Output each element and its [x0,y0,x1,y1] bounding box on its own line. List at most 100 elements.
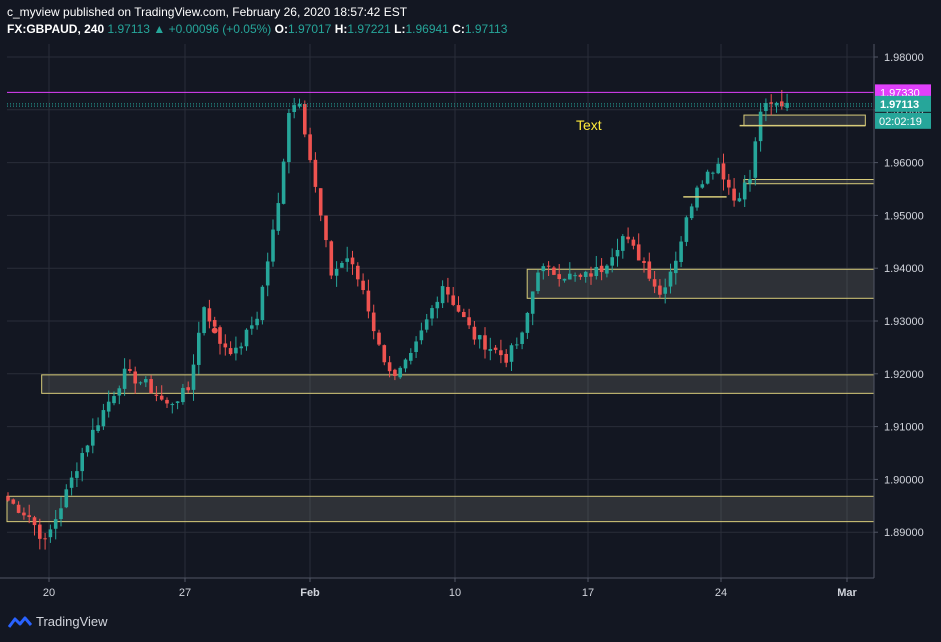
candle-body [334,268,339,276]
candle-body [53,519,58,529]
candle-body [631,239,636,246]
candle-body [382,345,387,363]
time-tick-label: 20 [43,587,55,599]
time-axis[interactable]: 20 27 Feb 10 17 24 Mar [0,577,874,599]
candle-body [424,319,429,330]
last-price: 1.97113 [107,22,150,36]
candle-body [197,332,201,365]
signal-marker-dot[interactable] [211,327,218,334]
candle-body [144,379,148,383]
price-tick-label: 1.91000 [884,422,924,434]
candle-body [578,274,583,277]
candle-body [202,307,206,334]
publisher-name[interactable]: c_myview [7,5,60,19]
price-axis[interactable]: 1.980001.970001.960001.950001.940001.930… [873,44,941,578]
time-tick-label: 17 [582,587,594,599]
price-tick-label: 1.98000 [884,52,924,64]
price-zone-rectangle[interactable] [743,178,875,185]
candle-body [684,217,689,242]
candle-body [525,312,530,333]
candle-body [228,348,233,355]
support-resistance-zones[interactable] [6,114,875,523]
candle-body [128,369,132,371]
candle-body [186,387,190,391]
candle-body [345,258,349,262]
candle-body [287,113,291,163]
candle-body [742,182,747,200]
candle-body [472,326,477,340]
candle-body [16,504,21,513]
price-tick-label: 1.94000 [884,263,924,275]
candle-body [329,241,334,276]
candle-body [435,301,440,309]
candle-body [377,332,381,345]
plot-area-background [7,44,874,578]
candle-body [191,364,196,390]
candle-body [727,179,731,188]
candle-body [419,330,424,341]
candle-body [27,515,31,518]
candle-body [234,347,238,354]
candle-body [467,317,471,326]
candle-body [605,265,609,274]
candle-body [85,445,90,453]
candle-body [668,271,673,287]
candle-body [568,273,572,280]
price-zone-rectangle[interactable] [526,268,875,299]
candle-body [764,103,768,111]
candle-body [271,229,275,262]
candle-body [557,274,561,280]
candle-body [318,188,323,216]
candle-body [106,401,111,412]
open-value: 1.97017 [288,22,332,36]
tradingview-logo[interactable]: TradingView [8,614,108,629]
price-zone-rectangle[interactable] [41,374,875,394]
candle-body [96,425,100,431]
candle-body [356,265,360,280]
price-change: +0.00096 (+0.05%) [168,22,272,36]
candle-body [212,320,217,327]
candle-body [255,318,259,326]
candle-body [462,312,466,318]
countdown-label-bg [875,112,931,129]
price-tick-label: 1.95000 [884,210,924,222]
text-annotation[interactable]: Text [576,117,602,133]
candle-body [430,308,434,319]
candle-body [32,517,37,526]
candle-body [679,241,683,262]
price-chart[interactable]: Text 1.980001.970001.960001.950001.94000… [0,0,941,606]
candle-body [175,401,180,403]
candle-body [515,344,519,346]
candle-body [488,349,493,351]
horizontal-lines[interactable] [7,91,874,198]
candlestick-series [6,89,789,550]
candle-body [493,347,498,350]
candle-body [711,172,715,174]
candle-body [281,161,286,204]
time-tick-label: 24 [715,587,727,599]
candle-body [133,371,137,384]
symbol-label[interactable]: FX:GBPAUD, 240 [7,22,105,36]
candle-body [165,399,169,404]
price-zone-rectangle[interactable] [6,495,875,523]
candle-body [732,188,736,201]
price-tick-label: 1.90000 [884,474,924,486]
candle-body [112,396,116,404]
candle-body [705,171,710,184]
candle-body [689,206,694,219]
candle-body [223,343,228,348]
candle-body [758,111,763,142]
candle-body [589,273,593,277]
candle-body [647,261,652,279]
last-price-label-bg [875,95,931,112]
bar-countdown-label: 02:02:19 [879,116,922,128]
candle-body [265,261,270,286]
time-tick-label: Mar [837,587,857,599]
candle-body [260,286,265,321]
candle-body [536,272,540,292]
footer: TradingView [0,606,941,642]
candle-body [38,524,42,539]
candle-body [80,453,84,472]
candle-body [181,387,185,403]
candle-body [599,265,604,273]
